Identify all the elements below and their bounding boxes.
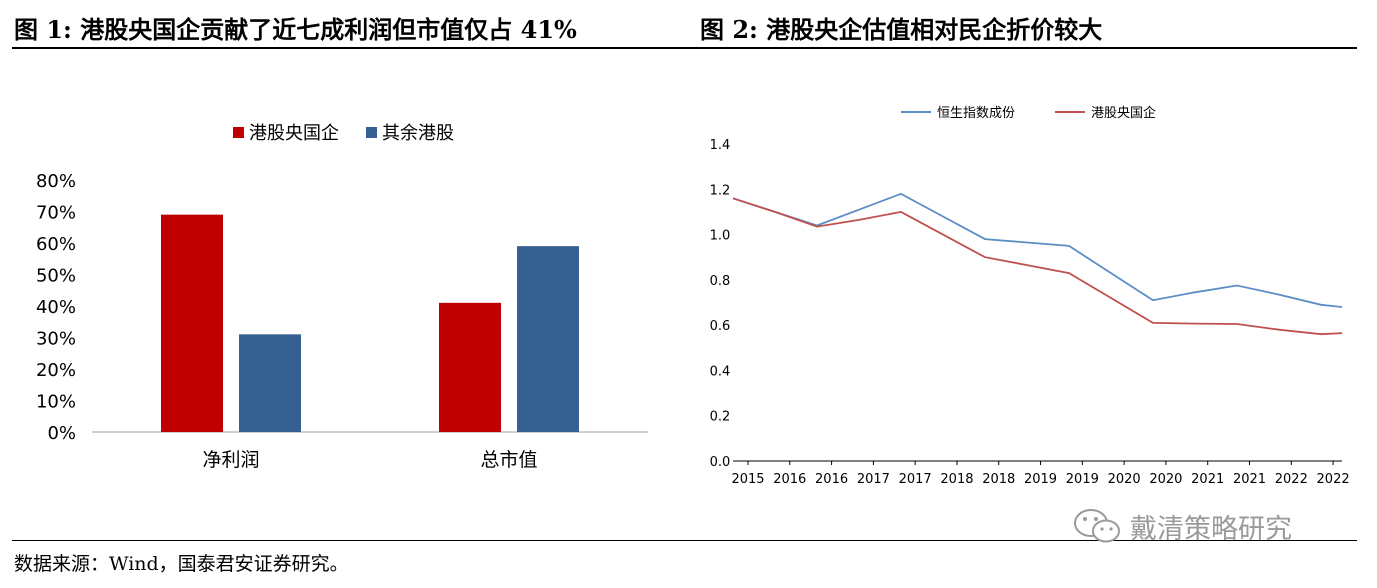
bar (239, 334, 301, 432)
x-tick-label: 2021 (1191, 472, 1224, 487)
y-tick-label: 40% (36, 297, 76, 318)
legend-label: 其余港股 (382, 123, 454, 144)
y-tick-label: 1.0 (710, 229, 731, 244)
x-tick-label: 2022 (1317, 472, 1350, 487)
y-tick-label: 10% (36, 392, 76, 413)
x-tick-label: 2018 (982, 472, 1015, 487)
legend-swatch (233, 127, 244, 138)
bar (161, 214, 223, 432)
bar (517, 246, 579, 432)
figure2-title: 图 2: 港股央企估值相对民企折价较大 (700, 15, 1103, 44)
x-tick-label: 2017 (857, 472, 890, 487)
legend-label: 港股央国企 (249, 123, 339, 144)
legend-label: 港股央国企 (1091, 105, 1156, 121)
series-line (732, 192, 1343, 308)
x-tick-label: 2020 (1149, 472, 1182, 487)
x-tick-label: 2022 (1275, 472, 1308, 487)
x-category-label: 总市值 (480, 449, 537, 471)
y-tick-label: 50% (36, 266, 76, 287)
watermark-text: 戴清策略研究 (1130, 513, 1292, 545)
legend-swatch (366, 127, 377, 138)
y-tick-label: 1.2 (710, 183, 731, 198)
source-note: 数据来源：Wind，国泰君安证券研究。 (14, 553, 349, 575)
y-tick-label: 0.6 (710, 319, 731, 334)
y-tick-label: 60% (36, 234, 76, 255)
x-tick-label: 2020 (1108, 472, 1141, 487)
y-tick-label: 0.4 (710, 364, 731, 379)
x-tick-label: 2016 (815, 472, 848, 487)
bar-chart: 0% 10% 20% 30% 40% 50% 60% 70% 80% 净利润 总市值 港股央国企 其余港… (36, 123, 648, 471)
y-tick-label: 20% (36, 360, 76, 381)
x-category-label: 净利润 (202, 449, 259, 471)
x-tick-label: 2017 (899, 472, 932, 487)
y-tick-label: 0.2 (710, 410, 731, 425)
y-tick-label: 0% (47, 423, 76, 444)
x-tick-label: 2019 (1024, 472, 1057, 487)
x-tick-label: 2019 (1066, 472, 1099, 487)
y-tick-label: 1.4 (710, 138, 731, 153)
y-tick-label: 0.8 (710, 274, 731, 289)
wechat-icon (1074, 509, 1120, 543)
line-chart: 0.0 0.2 0.4 0.6 0.8 1.0 1.2 1.4 2015 2016 2016 2017… (710, 105, 1350, 487)
x-tick-label: 2021 (1233, 472, 1266, 487)
y-tick-label: 0.0 (710, 455, 731, 470)
bar (439, 302, 501, 432)
y-tick-label: 30% (36, 329, 76, 350)
y-tick-label: 80% (36, 171, 76, 192)
x-tick-label: 2016 (773, 472, 806, 487)
x-tick-label: 2018 (940, 472, 973, 487)
x-tick-label: 2015 (731, 472, 764, 487)
watermark: 戴清策略研究 (1072, 506, 1292, 546)
top-rule (12, 47, 1357, 49)
legend-label: 恒生指数成份 (937, 106, 1015, 121)
y-tick-label: 70% (36, 203, 76, 224)
series-line (732, 197, 1343, 336)
figure1-title: 图 1: 港股央国企贡献了近七成利润但市值仅占 41% (14, 15, 577, 44)
bottom-rule (12, 540, 1357, 541)
